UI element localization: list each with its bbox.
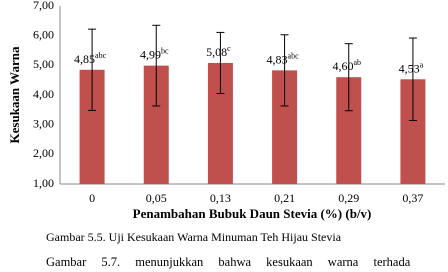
notation: ab [353, 58, 361, 67]
error-bar [408, 37, 417, 122]
value-label: 4,83abc [267, 51, 300, 66]
value-label: 5,08c [206, 44, 231, 59]
y-axis-title: Kesukaan Warna [7, 46, 22, 143]
error-bar [344, 43, 353, 112]
value-text: 4,99 [140, 47, 161, 61]
y-tick-label: 7,00 [33, 0, 54, 12]
error-bar [88, 28, 97, 111]
y-tick-label: 2,00 [33, 146, 54, 160]
x-tick-label: 0,13 [210, 191, 231, 205]
value-text: 4,83 [267, 52, 288, 66]
value-label: 4,99bc [140, 46, 169, 61]
y-tick-label: 1,00 [33, 176, 54, 190]
error-bar [152, 24, 161, 107]
value-text: 4,85 [74, 52, 95, 66]
x-tick-label: 0,29 [338, 191, 359, 205]
y-tick-label: 3,00 [33, 116, 54, 130]
notation: bc [161, 46, 169, 55]
value-text: 5,08 [206, 45, 227, 59]
body-text: Gambar 5.7. menunjukkan bahwa kesukaan w… [46, 255, 411, 269]
notation: a [420, 60, 424, 69]
x-axis-title: Penambahan Bubuk Daun Stevia (%) (b/v) [133, 206, 372, 221]
x-tick-label: 0,05 [146, 191, 167, 205]
figure-caption: Gambar 5.5. Uji Kesukaan Warna Minuman T… [46, 230, 342, 244]
notation: c [227, 44, 231, 53]
value-label: 4,60ab [332, 58, 361, 73]
x-tick-label: 0,37 [402, 191, 423, 205]
notation: abc [95, 51, 107, 60]
x-tick-label: 0,21 [274, 191, 295, 205]
error-bar [280, 34, 289, 107]
value-text: 4,60 [332, 59, 353, 73]
x-tick-label: 0 [89, 191, 95, 205]
value-label: 4,53a [399, 60, 424, 75]
y-tick-label: 5,00 [33, 57, 54, 71]
value-label: 4,85abc [74, 51, 107, 66]
y-tick-label: 6,00 [33, 27, 54, 41]
value-text: 4,53 [399, 61, 420, 75]
error-bar [216, 31, 225, 95]
notation: abc [288, 51, 300, 60]
y-tick-label: 4,00 [33, 87, 54, 101]
